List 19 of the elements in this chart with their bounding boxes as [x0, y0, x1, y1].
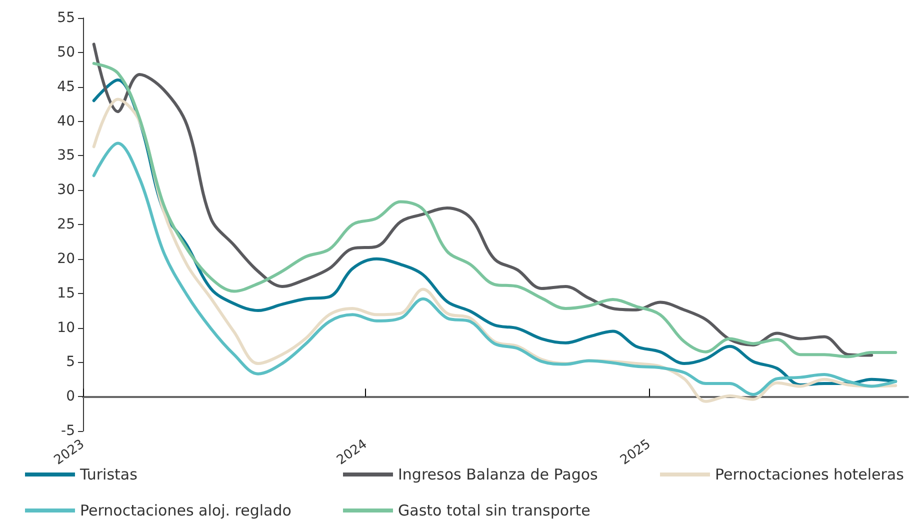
y-tick-label: 50 [57, 44, 75, 60]
y-tick-label: 0 [66, 388, 75, 405]
legend-label: Pernoctaciones hoteleras [715, 466, 904, 484]
y-tick-label: 5 [66, 354, 75, 370]
y-tick-label: 55 [57, 10, 75, 26]
line-series [92, 142, 898, 396]
y-tick-label: 45 [57, 78, 75, 95]
y-tick-label: 15 [57, 285, 75, 302]
legend-label: Gasto total sin transporte [398, 502, 590, 520]
y-tick-label: 10 [57, 320, 75, 336]
legend-label: Ingresos Balanza de Pagos [398, 466, 598, 484]
y-tick-label: 35 [57, 148, 75, 164]
y-tick-label: 40 [57, 113, 75, 130]
legend-label: Pernoctaciones aloj. reglado [80, 502, 292, 520]
y-tick-label: 25 [57, 216, 75, 232]
y-tick-label: -5 [61, 423, 75, 439]
y-tick-label: 30 [57, 182, 75, 198]
y-tick-label: 20 [57, 250, 75, 267]
legend-label: Turistas [79, 466, 138, 484]
